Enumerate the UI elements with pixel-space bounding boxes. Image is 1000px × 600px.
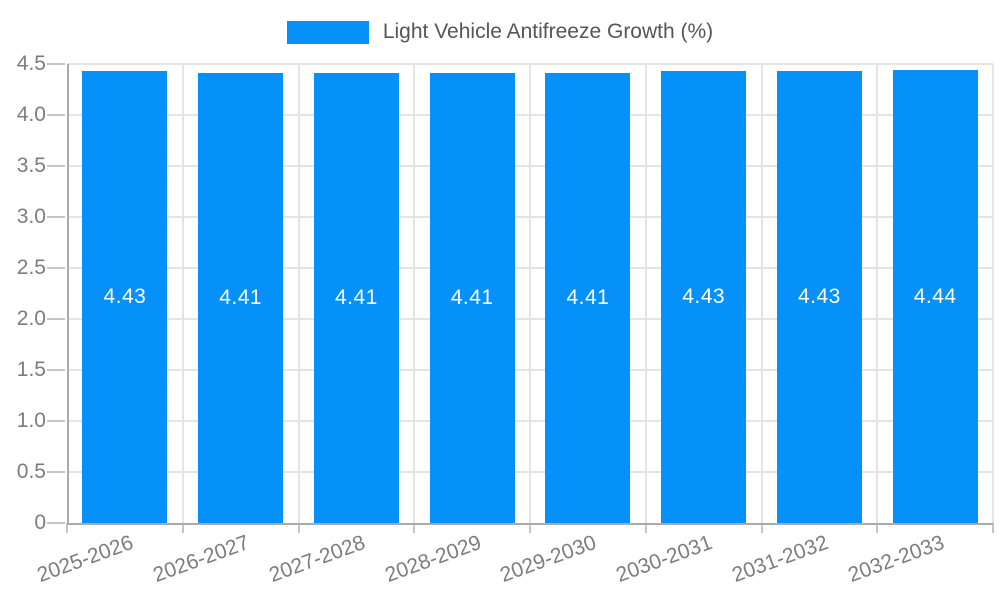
y-tick-label: 0 <box>34 511 46 534</box>
legend-label: Light Vehicle Antifreeze Growth (%) <box>382 20 714 43</box>
chart-legend[interactable]: Light Vehicle Antifreeze Growth (%) <box>0 20 1000 44</box>
x-tick <box>644 523 647 533</box>
y-tick-label: 0.5 <box>16 460 46 483</box>
y-tick-label: 3.0 <box>16 205 46 228</box>
y-tick-label: 2.5 <box>16 256 46 279</box>
x-category-label: 2026-2027 <box>150 531 253 587</box>
bar-value-label: 4.44 <box>913 284 957 308</box>
x-tick <box>413 523 416 533</box>
v-gridline <box>529 64 531 523</box>
bar[interactable]: 4.44 <box>892 70 978 523</box>
bar[interactable]: 4.43 <box>776 71 862 523</box>
y-tick <box>47 522 65 524</box>
legend-swatch <box>286 20 369 44</box>
y-tick <box>47 420 65 422</box>
y-tick <box>47 318 65 320</box>
h-gridline <box>67 63 993 65</box>
plot-area: 4.43 4.41 4.41 4.41 4.41 4.43 4.43 4.44 <box>47 63 994 533</box>
bar-value-label: 4.43 <box>797 285 841 309</box>
y-tick <box>47 216 65 218</box>
x-tick <box>876 523 879 533</box>
bar-value-label: 4.41 <box>566 286 610 310</box>
bar-value-label: 4.43 <box>682 285 726 309</box>
bar[interactable]: 4.43 <box>661 71 747 523</box>
bar-value-label: 4.41 <box>334 286 378 310</box>
y-tick-label: 3.5 <box>16 154 46 177</box>
v-gridline <box>413 64 416 523</box>
y-tick-label: 2.0 <box>16 307 46 330</box>
v-gridline <box>992 64 994 523</box>
y-tick-label: 4.5 <box>16 52 46 75</box>
y-tick-label: 1.0 <box>16 409 46 432</box>
x-axis-line <box>67 523 993 525</box>
x-tick <box>181 523 184 533</box>
y-tick <box>47 369 65 371</box>
bar[interactable]: 4.41 <box>545 73 631 523</box>
v-gridline <box>876 64 879 523</box>
y-axis-labels: 0 0.5 1.0 1.5 2.0 2.5 3.0 3.5 4.0 4.5 <box>0 52 46 534</box>
x-category-label: 2027-2028 <box>265 531 369 587</box>
bar-value-label: 4.41 <box>450 286 494 310</box>
x-category-label: 2028-2029 <box>381 531 484 587</box>
x-category-label: 2029-2030 <box>497 531 600 587</box>
x-tick <box>297 523 300 533</box>
bar[interactable]: 4.41 <box>429 73 515 523</box>
bar[interactable]: 4.41 <box>198 73 284 523</box>
v-gridline <box>181 64 184 523</box>
x-tick <box>760 523 763 533</box>
v-gridline <box>297 64 300 523</box>
v-gridline <box>760 64 763 523</box>
x-category-label: 2030-2031 <box>613 531 716 587</box>
y-tick <box>47 267 65 269</box>
bar-value-label: 4.41 <box>219 286 263 310</box>
y-tick <box>47 165 65 167</box>
v-gridline <box>644 64 647 523</box>
y-tick-label: 1.5 <box>16 358 46 381</box>
x-category-label: 2025-2026 <box>34 531 137 587</box>
y-tick <box>47 114 65 116</box>
x-tick <box>66 523 68 533</box>
bar[interactable]: 4.41 <box>313 73 399 523</box>
x-category-label: 2032-2033 <box>844 531 947 587</box>
y-axis-line <box>67 64 69 523</box>
x-category-label: 2031-2032 <box>728 531 832 587</box>
bar[interactable]: 4.43 <box>82 71 168 523</box>
x-tick <box>529 523 531 533</box>
x-tick <box>992 523 994 533</box>
bar-value-label: 4.43 <box>103 285 147 309</box>
y-tick-label: 4.0 <box>16 103 46 126</box>
y-tick <box>47 63 65 65</box>
y-tick <box>47 471 65 473</box>
